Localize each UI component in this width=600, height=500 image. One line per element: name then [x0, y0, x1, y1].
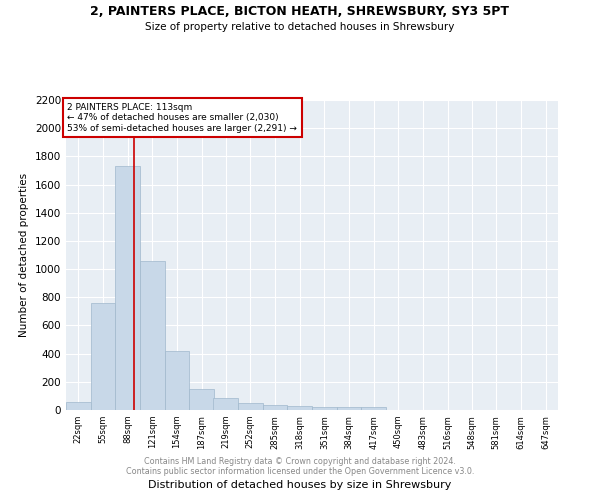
Bar	[337, 407, 361, 410]
Bar	[66, 402, 91, 410]
Bar	[238, 403, 263, 410]
Bar	[263, 405, 287, 410]
Bar	[164, 351, 190, 410]
Bar	[140, 260, 164, 410]
Y-axis label: Number of detached properties: Number of detached properties	[19, 173, 29, 337]
Bar	[91, 303, 115, 410]
Bar	[312, 407, 337, 410]
Bar	[214, 398, 238, 410]
Bar	[115, 166, 140, 410]
Bar	[361, 407, 386, 410]
Text: 2 PAINTERS PLACE: 113sqm
← 47% of detached houses are smaller (2,030)
53% of sem: 2 PAINTERS PLACE: 113sqm ← 47% of detach…	[67, 103, 298, 132]
Bar	[287, 406, 312, 410]
Text: Distribution of detached houses by size in Shrewsbury: Distribution of detached houses by size …	[148, 480, 452, 490]
Text: 2, PAINTERS PLACE, BICTON HEATH, SHREWSBURY, SY3 5PT: 2, PAINTERS PLACE, BICTON HEATH, SHREWSB…	[91, 5, 509, 18]
Text: Contains public sector information licensed under the Open Government Licence v3: Contains public sector information licen…	[126, 468, 474, 476]
Bar	[190, 389, 214, 410]
Text: Size of property relative to detached houses in Shrewsbury: Size of property relative to detached ho…	[145, 22, 455, 32]
Text: Contains HM Land Registry data © Crown copyright and database right 2024.: Contains HM Land Registry data © Crown c…	[144, 458, 456, 466]
